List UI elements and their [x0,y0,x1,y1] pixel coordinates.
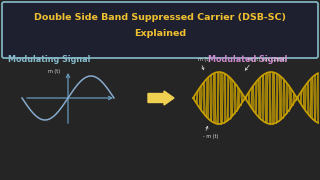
Text: Explained: Explained [134,30,186,39]
Text: m (t): m (t) [198,57,210,62]
Text: Double Side Band Suppressed Carrier (DSB-SC): Double Side Band Suppressed Carrier (DSB… [34,14,286,22]
Text: Modulating Signal: Modulating Signal [8,55,90,64]
Text: - m (t): - m (t) [203,134,218,139]
FancyBboxPatch shape [2,2,318,58]
FancyArrow shape [148,91,174,105]
Text: m (t): m (t) [48,69,60,74]
Text: m (t) cos (2πf₀t): m (t) cos (2πf₀t) [248,57,287,62]
Text: Modulated Signal: Modulated Signal [208,55,288,64]
